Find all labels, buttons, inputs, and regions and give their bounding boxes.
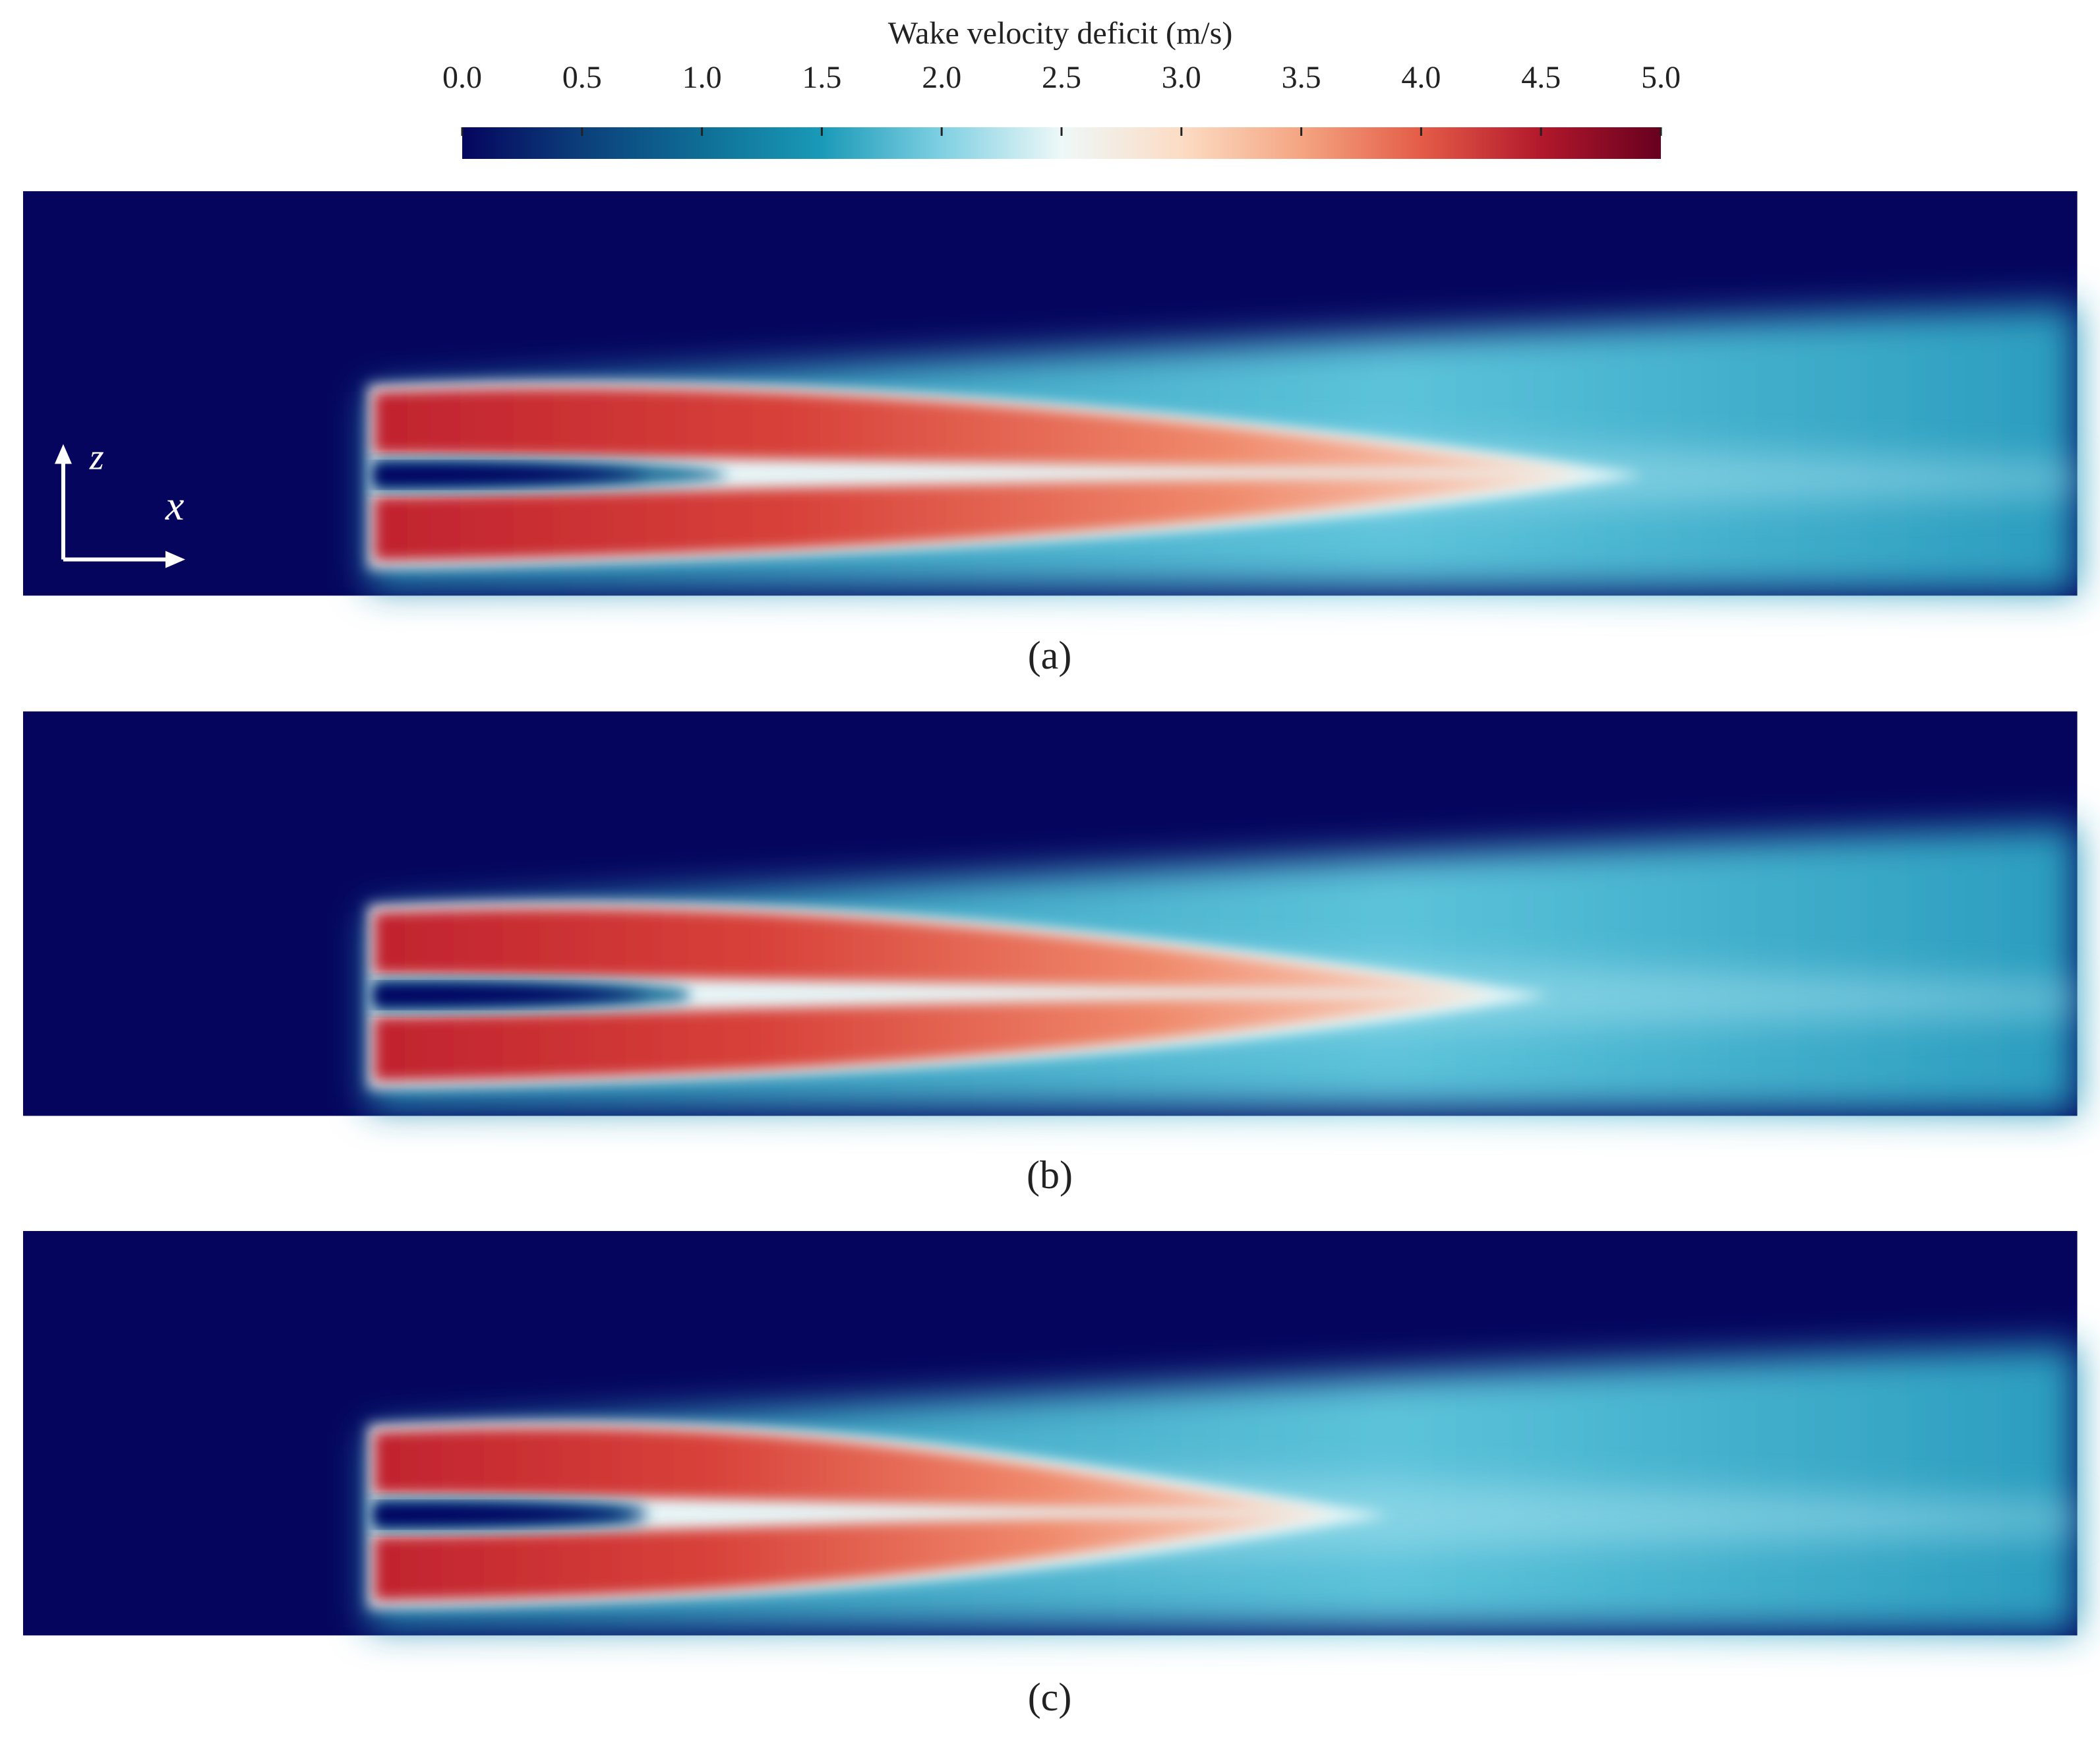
hub-core [374,1504,653,1526]
x-tick-label: 1.0 [682,60,722,95]
x-tick-label: 0.0 [442,60,482,95]
x-tick-label: 2.0 [922,60,961,95]
axis-glyph-label: x [165,482,184,529]
lower-lobe [374,1515,1336,1601]
field-panel [23,711,2078,1116]
x-tick-label: 5.0 [1641,60,1681,95]
x-tick-label: 4.5 [1521,60,1561,95]
field-panel [23,191,2078,596]
colorbar-title: Wake velocity deficit (m/s) [888,16,1233,51]
panel-label: (b) [1027,1153,1073,1197]
upper-lobe [374,1427,1336,1513]
arrow-head [165,551,185,568]
axis-glyph-label: z [89,436,104,477]
x-tick-label: 2.5 [1042,60,1081,95]
panel-label: (a) [1028,634,1072,677]
hub-core [374,984,653,1006]
upper-lobe [374,908,1497,993]
x-tick-label: 0.5 [562,60,602,95]
lower-lobe [374,995,1497,1081]
x-tick-label: 4.0 [1401,60,1441,95]
x-tick-label: 3.5 [1282,60,1321,95]
field-panel [23,1231,2078,1636]
panel-label: (c) [1028,1675,1072,1719]
hub-core [374,464,653,486]
upper-lobe [374,388,1590,473]
lower-lobe [374,475,1590,561]
x-tick-label: 3.0 [1162,60,1201,95]
arrow-head [54,444,72,464]
x-tick-label: 1.5 [802,60,841,95]
